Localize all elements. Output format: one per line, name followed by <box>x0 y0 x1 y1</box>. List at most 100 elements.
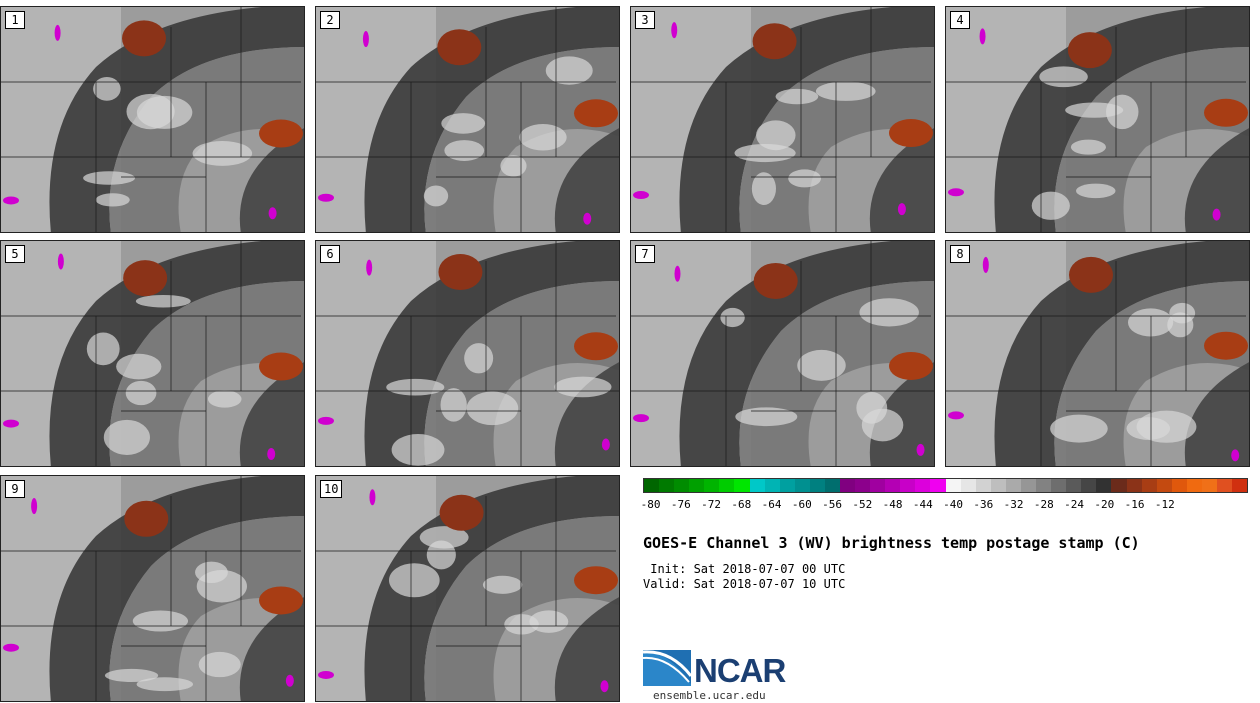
moist-cloud <box>86 332 120 366</box>
water-vapor-image <box>316 7 619 232</box>
water-vapor-image <box>946 7 1249 232</box>
dry-band <box>364 7 619 232</box>
cold-spot <box>916 443 925 456</box>
warm-patch <box>259 119 303 148</box>
moist-cloud <box>1039 66 1088 88</box>
moist-cloud <box>103 419 150 455</box>
moist-cloud <box>391 434 445 466</box>
warm-patch <box>889 351 933 380</box>
colorbar-tick-label: -24 <box>1064 498 1084 511</box>
cold-spot <box>267 448 276 461</box>
colorbar-swatch <box>1081 479 1097 492</box>
moist-cloud <box>95 193 130 207</box>
colorbar-tick-label: -32 <box>1003 498 1024 511</box>
warm-patch <box>438 254 483 291</box>
east-dark <box>239 128 304 232</box>
warm-patch <box>1204 331 1248 360</box>
colorbar-tick-label: -44 <box>912 498 933 511</box>
moist-cloud <box>554 376 612 398</box>
central-gray <box>424 281 619 466</box>
cold-spot <box>3 196 19 205</box>
panel-number: 7 <box>635 245 655 263</box>
moist-cloud <box>136 677 194 692</box>
moist-cloud <box>196 570 247 603</box>
cold-spot <box>979 28 986 45</box>
colorbar-swatch <box>1020 479 1037 492</box>
colorbar-tick-label: -52 <box>852 498 873 511</box>
colorbar-swatch <box>1141 479 1157 492</box>
colorbar-swatch <box>870 479 886 492</box>
colorbar-swatch <box>689 479 705 492</box>
colorbar-swatch <box>824 479 841 492</box>
moist-cloud <box>751 172 776 206</box>
cold-spot <box>285 674 294 687</box>
moist-cloud <box>440 388 467 422</box>
cold-spot <box>268 207 277 220</box>
cold-spot <box>57 253 64 270</box>
warm-patch <box>753 262 798 299</box>
stamp-panel-9: 9 <box>0 475 305 702</box>
cold-spot <box>601 438 610 451</box>
stamp-panel-3: 3 <box>630 6 935 233</box>
cold-spot <box>3 643 19 652</box>
colorbar-tick-label: -40 <box>943 498 963 511</box>
water-vapor-image <box>631 7 934 232</box>
panel-number: 8 <box>950 245 970 263</box>
central-gray <box>109 516 304 701</box>
init-time: Init: Sat 2018-07-07 00 UTC <box>643 562 846 576</box>
warm-patch <box>574 566 618 595</box>
colorbar-swatch <box>1111 479 1127 492</box>
dry-band <box>49 241 304 466</box>
moist-cloud <box>859 298 919 327</box>
cold-spot <box>633 191 649 200</box>
stamp-panel-2: 2 <box>315 6 620 233</box>
colorbar-swatch <box>855 479 871 492</box>
colorbar-tick-label: -60 <box>791 498 812 511</box>
warm-patch <box>124 500 169 537</box>
moist-cloud <box>861 408 904 442</box>
moist-cloud <box>198 651 241 678</box>
east-dark <box>554 597 619 701</box>
colorbar-swatch <box>674 479 690 492</box>
panel-number: 6 <box>320 245 340 263</box>
cold-spot <box>366 259 373 276</box>
warm-patch <box>437 29 482 66</box>
colorbar-swatch <box>1156 479 1172 492</box>
colorbar-tick-label: -28 <box>1033 498 1054 511</box>
colorbar-tick-label: -64 <box>761 498 782 511</box>
logo-text: NCAR <box>694 652 786 689</box>
cold-spot <box>633 414 649 423</box>
cold-spot <box>318 670 334 679</box>
moist-cloud <box>545 56 593 85</box>
panel-number: 10 <box>320 480 343 498</box>
cold-spot <box>674 265 681 282</box>
colorbar-swatch <box>704 479 720 492</box>
moist-cloud <box>1169 302 1196 324</box>
moist-cloud <box>423 185 449 207</box>
colorbar-swatch <box>1186 479 1202 492</box>
warm-patch <box>574 332 618 361</box>
valid-time: Valid: Sat 2018-07-07 10 UTC <box>643 577 846 591</box>
moist-cloud <box>1136 410 1197 443</box>
moist-cloud <box>93 77 121 101</box>
colorbar-swatch <box>1201 479 1217 492</box>
cold-spot <box>897 203 906 216</box>
colorbar-swatch <box>1005 479 1021 492</box>
stamp-panel-5: 5 <box>0 240 305 467</box>
colorbar-swatch <box>1126 479 1142 492</box>
warm-patch <box>1204 98 1248 127</box>
water-vapor-image <box>1 241 304 466</box>
colorbar-swatch <box>915 479 931 492</box>
panel-number: 9 <box>5 480 25 498</box>
moist-cloud <box>192 141 253 166</box>
east-dark <box>869 128 934 232</box>
site-url[interactable]: ensemble.ucar.edu <box>653 689 766 702</box>
dry-band <box>994 7 1249 232</box>
colorbar-swatch <box>659 479 675 492</box>
moist-cloud <box>464 343 494 374</box>
cold-spot <box>54 24 61 41</box>
colorbar-swatch <box>930 479 946 492</box>
cold-spot <box>3 419 19 428</box>
moist-cloud <box>466 391 519 426</box>
moist-cloud <box>444 140 485 161</box>
